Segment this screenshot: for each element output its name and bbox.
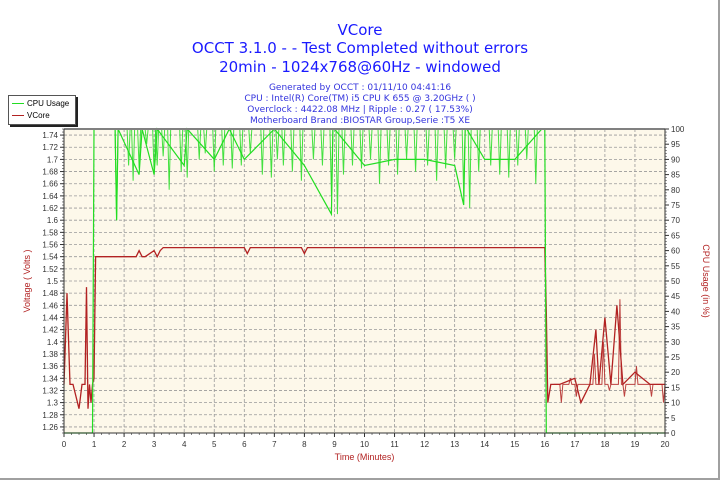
chart-legend: CPU Usage VCore [8,95,76,125]
overclock-info: Overclock : 4422.08 MHz | Ripple : 0.27 … [247,105,473,115]
y-tick-label: 1.32 [42,386,58,395]
y-tick-label: 1.6 [47,216,59,225]
y2-tick-label: 95 [671,140,680,149]
y-tick-label: 1.38 [42,350,58,359]
y-tick-label: 1.48 [42,289,58,298]
x-tick-label: 13 [450,440,459,449]
y2-tick-label: 0 [671,429,676,438]
y-tick-label: 1.44 [42,313,58,322]
x-tick-label: 14 [480,440,489,449]
y2-tick-label: 15 [671,383,680,392]
motherboard-info: Motherboard Brand :BIOSTAR Group,Serie :… [249,116,471,126]
y2-tick-label: 20 [671,368,680,377]
y2-tick-label: 5 [671,414,676,423]
y-tick-label: 1.46 [42,301,58,310]
generated-info: Generated by OCCT : 01/11/10 04:41:16 [268,83,452,93]
x-tick-label: 1 [92,440,97,449]
x-axis-label: Time (Minutes) [335,452,395,462]
y-tick-label: 1.5 [47,277,59,286]
y-tick-label: 1.4 [47,338,59,347]
x-tick-label: 20 [661,440,670,449]
x-tick-label: 3 [152,440,157,449]
y2-tick-label: 45 [671,292,680,301]
y-tick-label: 1.68 [42,168,58,177]
y2-tick-label: 80 [671,186,680,195]
legend-swatch-vcore-icon [12,115,24,116]
y-tick-label: 1.42 [42,326,58,335]
x-tick-label: 4 [182,440,187,449]
y-tick-label: 1.54 [42,253,58,262]
y2-tick-label: 60 [671,247,680,256]
y2-tick-label: 50 [671,277,680,286]
y-tick-label: 1.36 [42,362,58,371]
legend-label: CPU Usage [27,99,70,108]
chart-title: VCore [337,21,383,39]
y2-tick-label: 85 [671,171,680,180]
y2-tick-label: 35 [671,323,680,332]
y-tick-label: 1.66 [42,180,58,189]
y-tick-label: 1.7 [47,155,59,164]
y2-tick-label: 90 [671,155,680,164]
y2-tick-label: 10 [671,399,680,408]
series-vcore [63,246,665,409]
y-tick-label: 1.64 [42,192,58,201]
test-config: 20min - 1024x768@60Hz - windowed [219,58,501,76]
y2-tick-label: 55 [671,262,680,271]
x-tick-label: 7 [272,440,277,449]
cpu-info: CPU : Intel(R) Core(TM) i5 CPU K 655 @ 3… [244,94,476,104]
x-tick-label: 0 [62,440,67,449]
y-tick-label: 1.28 [42,411,58,420]
y-tick-label: 1.74 [42,131,58,140]
y-tick-label: 1.58 [42,228,58,237]
x-tick-label: 12 [420,440,429,449]
x-tick-label: 15 [510,440,519,449]
y2-tick-label: 25 [671,353,680,362]
x-tick-label: 6 [242,440,247,449]
y-tick-label: 1.72 [42,143,58,152]
y-tick-label: 1.3 [47,399,59,408]
x-tick-label: 17 [570,440,579,449]
y2-tick-label: 75 [671,201,680,210]
x-tick-label: 11 [390,440,399,449]
x-tick-label: 9 [332,440,337,449]
y2-tick-label: 30 [671,338,680,347]
y-tick-label: 1.62 [42,204,58,213]
y2-tick-label: 100 [671,125,685,134]
legend-label: VCore [27,111,50,120]
y2-axis-label: CPU Usage (in %) [701,244,711,318]
legend-item-cpu-usage: CPU Usage [12,98,69,109]
legend-item-vcore: VCore [12,110,50,121]
y-tick-label: 1.34 [42,374,58,383]
y2-tick-label: 65 [671,231,680,240]
y2-tick-label: 70 [671,216,680,225]
x-tick-label: 8 [302,440,307,449]
x-tick-label: 10 [360,440,369,449]
y-tick-label: 1.26 [42,423,58,432]
chart-subtitle: OCCT 3.1.0 - - Test Completed without er… [191,39,529,57]
y-tick-label: 1.56 [42,241,58,250]
y-tick-label: 1.52 [42,265,58,274]
x-tick-label: 5 [212,440,217,449]
x-tick-label: 16 [540,440,549,449]
x-tick-label: 19 [630,440,639,449]
x-tick-label: 18 [600,440,609,449]
x-tick-label: 2 [122,440,127,449]
y-axis-label: Voltage ( Volts ) [22,249,32,312]
y2-tick-label: 40 [671,307,680,316]
legend-swatch-cpu-icon [12,103,24,104]
